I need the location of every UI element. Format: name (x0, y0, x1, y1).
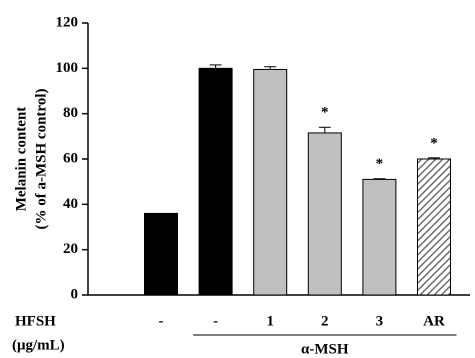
x-tick-label: 1 (266, 313, 274, 329)
row-label: HFSH (15, 313, 56, 329)
x-tick-label: 3 (376, 313, 384, 329)
y-axis-label: Melanin content (13, 107, 29, 212)
significance-mark: * (321, 105, 329, 121)
bar (362, 178, 397, 296)
significance-mark: * (376, 156, 384, 172)
y-tick-label: 0 (71, 286, 79, 302)
y-tick-label: 120 (56, 14, 79, 30)
bar (417, 158, 451, 296)
row-unit: (μg/mL) (12, 337, 65, 353)
y-tick-label: 100 (56, 60, 79, 76)
x-tick-label: 2 (321, 313, 329, 329)
bar (144, 212, 178, 296)
x-tick-label: - (159, 313, 164, 329)
group-label: α-MSH (301, 341, 349, 357)
bar (253, 68, 288, 296)
y-tick-label: 20 (63, 241, 78, 257)
significance-mark: * (430, 135, 438, 151)
y-tick-label: 40 (63, 196, 78, 212)
y-tick-label: 80 (63, 105, 78, 121)
x-tick-label: - (213, 313, 218, 329)
x-tick-label: AR (423, 313, 445, 329)
bar (307, 132, 342, 296)
bar (198, 67, 233, 296)
y-axis-label: (% of a-MSH control) (33, 89, 49, 230)
y-tick-label: 60 (63, 150, 78, 166)
